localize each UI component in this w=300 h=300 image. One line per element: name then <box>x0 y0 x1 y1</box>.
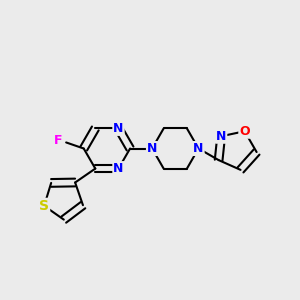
Text: S: S <box>39 199 49 213</box>
Text: N: N <box>193 142 204 155</box>
Text: O: O <box>239 125 250 138</box>
Text: N: N <box>147 142 157 155</box>
Text: N: N <box>216 130 226 143</box>
Text: N: N <box>113 162 124 175</box>
Text: N: N <box>113 122 124 135</box>
Text: F: F <box>54 134 62 148</box>
